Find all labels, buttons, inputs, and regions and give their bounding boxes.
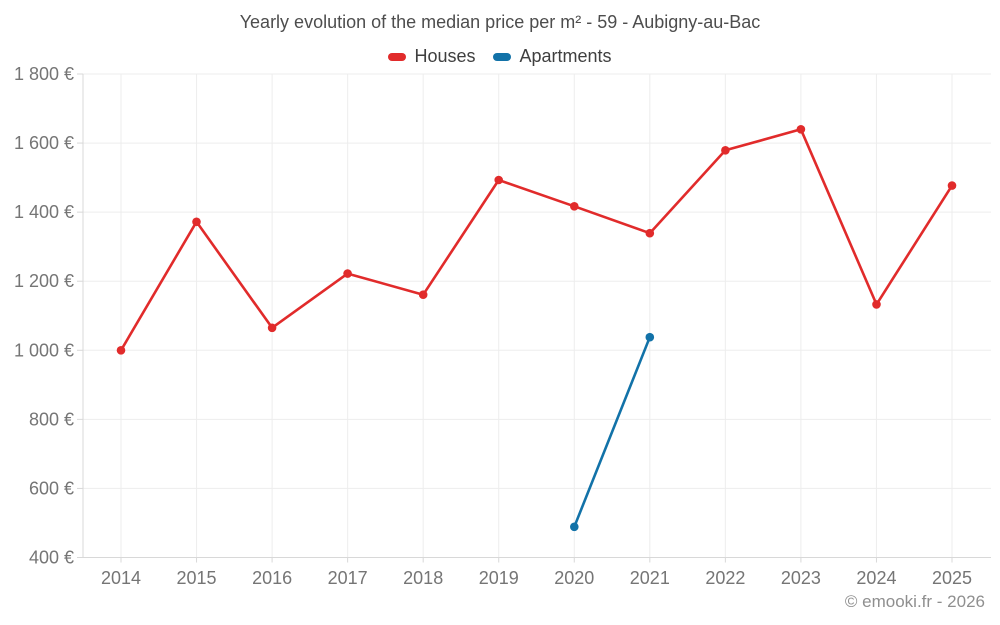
data-point[interactable] (570, 522, 579, 532)
x-axis-tick-label: 2019 (479, 568, 519, 588)
data-point[interactable] (343, 269, 352, 278)
y-axis-tick-label: 400 € (29, 548, 74, 568)
series-apartments (570, 332, 655, 532)
series-line (119, 128, 954, 352)
data-point[interactable] (645, 332, 655, 342)
x-axis-tick-label: 2015 (177, 568, 217, 588)
series-line (573, 335, 652, 529)
data-point[interactable] (192, 217, 201, 227)
y-axis-tick-label: 1 400 € (14, 202, 74, 222)
data-point[interactable] (570, 202, 579, 211)
y-axis-tick-label: 1 000 € (14, 340, 74, 360)
x-axis-tick-label: 2023 (781, 568, 821, 588)
y-axis-tick-label: 800 € (29, 409, 74, 429)
data-point[interactable] (872, 300, 881, 309)
data-point[interactable] (116, 346, 126, 355)
legend-item-apartments[interactable]: Apartments (493, 46, 612, 67)
y-axis-tick-label: 600 € (29, 478, 74, 498)
legend-item-houses[interactable]: Houses (388, 46, 475, 67)
y-axis-tick-label: 1 200 € (14, 271, 74, 291)
x-axis-tick-label: 2020 (554, 568, 594, 588)
legend-label-houses: Houses (414, 46, 476, 66)
data-point[interactable] (645, 228, 655, 238)
data-point[interactable] (947, 181, 957, 190)
chart-legend: Houses Apartments (0, 46, 1000, 67)
x-axis-tick-label: 2022 (705, 568, 745, 588)
apartments-series-swatch (493, 52, 512, 61)
x-axis-tick-label: 2016 (252, 568, 292, 588)
chart-title: Yearly evolution of the median price per… (239, 12, 761, 32)
legend-label-apartments: Apartments (519, 46, 612, 66)
data-point[interactable] (494, 175, 504, 185)
data-point[interactable] (267, 323, 277, 333)
x-axis-tick-label: 2018 (403, 568, 443, 588)
data-point[interactable] (796, 125, 806, 134)
data-point[interactable] (418, 290, 428, 300)
x-axis-tick-label: 2014 (101, 568, 141, 588)
y-axis-tick-label: 1 800 € (14, 64, 74, 84)
x-axis-tick-label: 2021 (630, 568, 670, 588)
copyright-text: © emooki.fr - 2026 (844, 592, 985, 611)
x-axis-tick-label: 2025 (932, 568, 972, 588)
x-axis-tick-label: 2024 (856, 568, 896, 588)
y-axis-tick-label: 1 600 € (14, 133, 74, 153)
x-axis-tick-label: 2017 (328, 568, 368, 588)
data-point[interactable] (721, 146, 730, 155)
series-houses (116, 125, 957, 355)
gridlines (83, 73, 991, 558)
axes: 400 € 600 € 800 € 1 000 € 1 200 € 1 400 € 1 60… (14, 64, 991, 588)
houses-series-swatch (388, 52, 407, 61)
